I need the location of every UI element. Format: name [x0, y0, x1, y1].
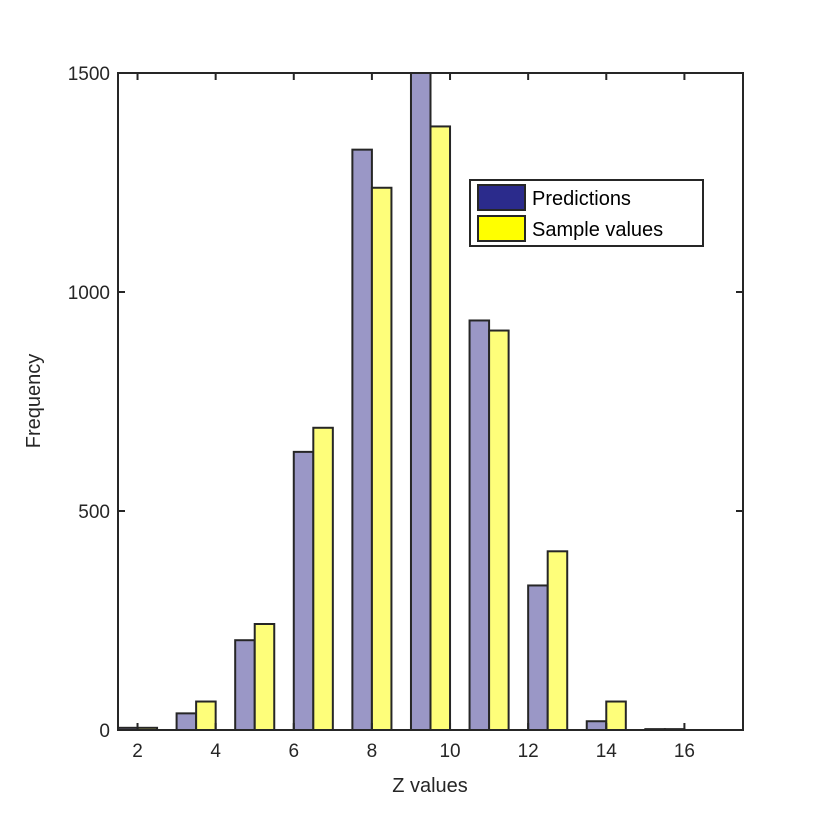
bar-sample-values-3 [312, 426, 334, 731]
x-tick-label-2: 6 [288, 741, 299, 762]
x-tick-label-6: 14 [596, 741, 618, 762]
x-tick-label-7: 16 [674, 741, 695, 762]
ticks-group: 2 4 6 8 10 12 14 16 0 500 1000 1500 [68, 64, 743, 762]
bar-predictions-6 [468, 319, 491, 731]
x-tick-label-5: 12 [518, 741, 539, 762]
y-tick-label-1: 500 [78, 502, 110, 523]
bar-predictions-5 [409, 72, 432, 731]
x-tick-label-4: 10 [439, 741, 460, 762]
bar-sample-values-7 [546, 550, 569, 731]
bar-predictions-8 [585, 720, 608, 731]
bar-sample-values-2 [253, 623, 276, 731]
bars-group [117, 72, 686, 732]
bar-sample-values-5 [429, 125, 452, 731]
axes-box [117, 72, 744, 731]
bar-predictions-1 [175, 712, 198, 731]
legend-label-predictions: Predictions [532, 188, 631, 210]
bar-predictions-4 [351, 148, 373, 731]
bar-sample-values-1 [195, 700, 217, 732]
x-tick-label-1: 4 [210, 741, 221, 762]
x-tick-label-0: 2 [132, 741, 143, 762]
legend: Predictions Sample values [469, 179, 704, 247]
y-tick-label-3: 1500 [68, 64, 110, 85]
bar-sample-values-6 [488, 329, 510, 731]
y-tick-label-0: 0 [99, 721, 110, 742]
y-axis-label: Frequency [23, 354, 45, 449]
bar-predictions-2 [234, 639, 256, 732]
legend-label-sample-values: Sample values [532, 219, 663, 241]
x-tick-label-3: 8 [367, 741, 378, 762]
legend-swatch-sample-values [477, 215, 526, 242]
legend-swatch-predictions [477, 184, 526, 211]
bar-sample-values-4 [370, 186, 393, 731]
bar-predictions-7 [527, 584, 549, 732]
bar-sample-values-8 [605, 700, 627, 732]
bar-predictions-3 [292, 450, 315, 731]
y-tick-label-2: 1000 [68, 283, 110, 304]
x-axis-label: Z values [392, 775, 468, 797]
